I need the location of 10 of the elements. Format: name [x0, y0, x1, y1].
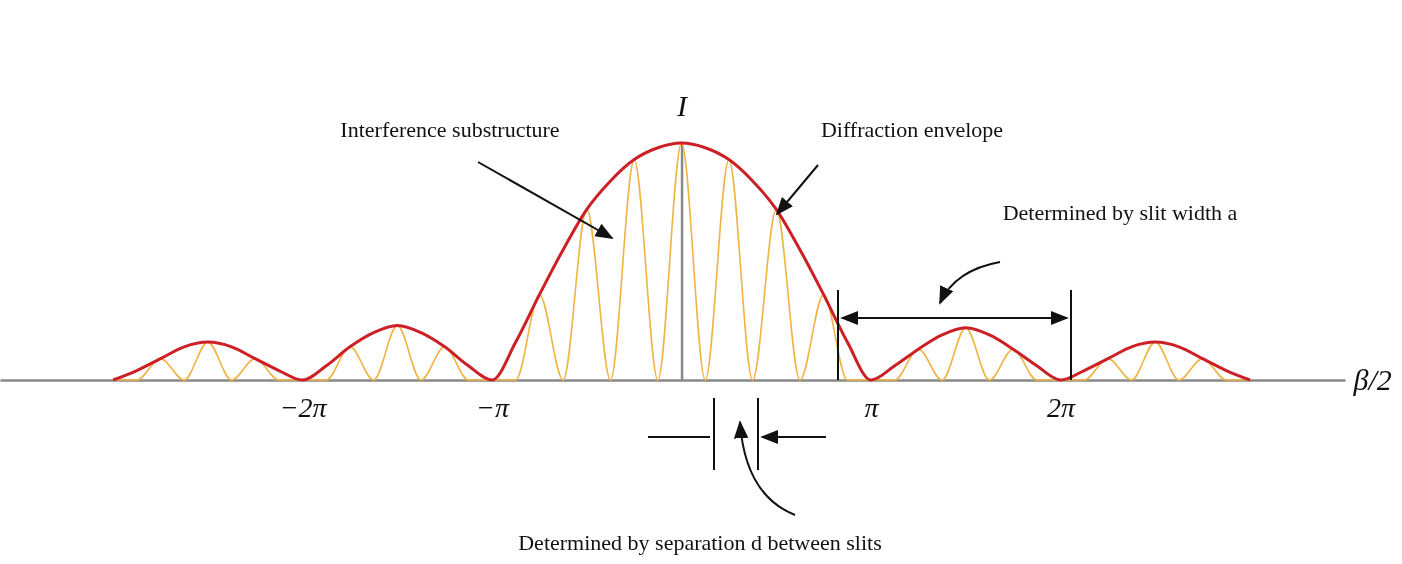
text: Diffraction envelope [820, 117, 1004, 142]
x-tick-label: −π [476, 391, 510, 423]
x-tick-label: −2π [279, 391, 328, 423]
x-axis-title: β/2 [1352, 362, 1392, 396]
text: Determined by separation d between slits [518, 530, 882, 555]
y-axis-title: I [676, 88, 690, 122]
x-tick-label: 2π [1046, 391, 1076, 423]
x-tick-label: π [864, 391, 880, 423]
text: Interference substructure [340, 117, 560, 142]
annotation: Determined by slit width a [1002, 200, 1238, 225]
